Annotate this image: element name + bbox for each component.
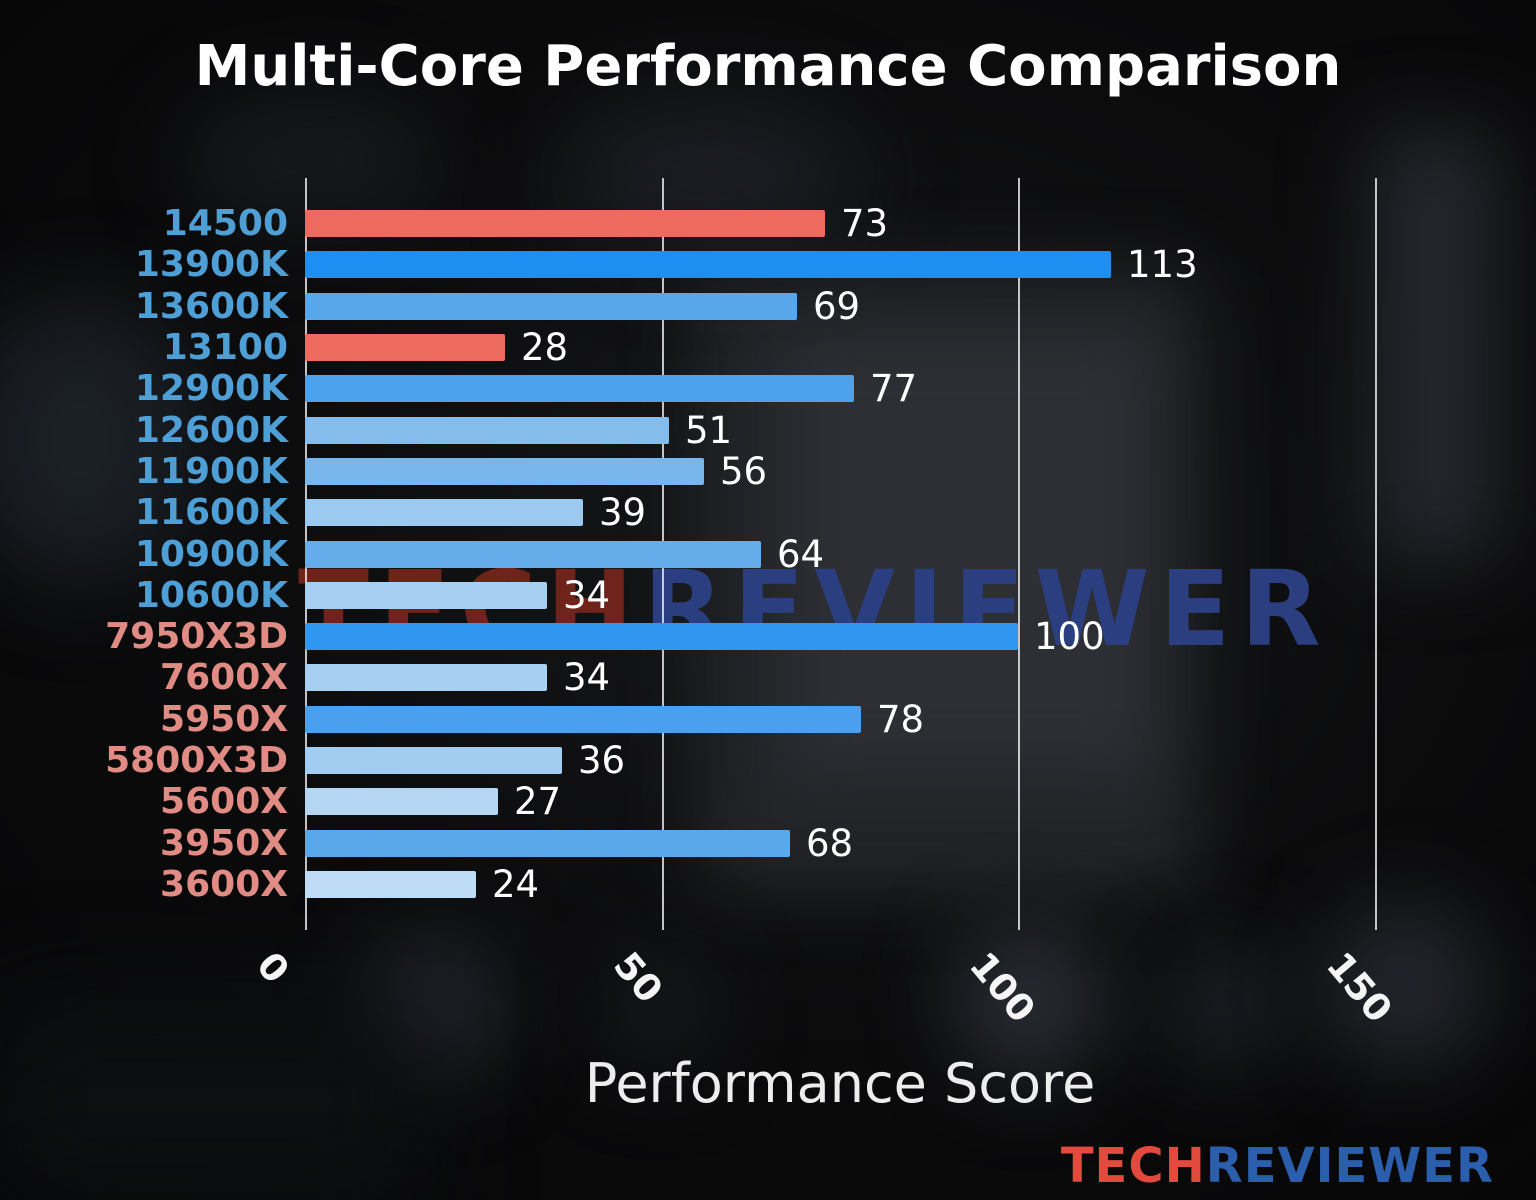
value-label: 24 bbox=[492, 862, 540, 906]
value-label: 39 bbox=[599, 491, 647, 535]
chart-row-11900K: 11900K 56 bbox=[0, 449, 1536, 493]
value-label: 64 bbox=[777, 532, 825, 576]
x-axis-label: Performance Score bbox=[584, 1052, 1096, 1115]
bar-12900K bbox=[305, 375, 854, 403]
chart-row-10900K: 10900K 64 bbox=[0, 532, 1536, 576]
background-blur-shape bbox=[1370, 130, 1500, 560]
bar-10600K bbox=[305, 581, 547, 609]
gridline-150 bbox=[1374, 178, 1377, 930]
brand-logo-reviewer: REVIEWER bbox=[1205, 1138, 1494, 1194]
category-label: 12900K bbox=[134, 368, 288, 410]
category-label: 7950X3D bbox=[105, 616, 288, 658]
background-blur-shape bbox=[0, 300, 200, 580]
background-blur-shape bbox=[1160, 940, 1290, 1070]
chart-row-11600K: 11600K 39 bbox=[0, 491, 1536, 535]
chart-row-7950X3D: 7950X3D 100 bbox=[0, 615, 1536, 659]
value-label: 28 bbox=[521, 326, 569, 370]
value-label: 78 bbox=[877, 697, 925, 741]
bar-3950X bbox=[305, 829, 790, 857]
background-blur-shape bbox=[790, 340, 1150, 770]
bars-layer: 14500 73 13900K 113 13600K 69 13100 28 12900K 77 1… bbox=[0, 202, 1536, 906]
value-label: 51 bbox=[685, 408, 733, 452]
chart-row-7600X: 7600X 34 bbox=[0, 656, 1536, 700]
category-label: 13600K bbox=[134, 285, 288, 327]
value-label: 69 bbox=[813, 284, 861, 328]
value-label: 73 bbox=[841, 202, 889, 246]
value-label: 34 bbox=[563, 573, 611, 617]
chart-row-5950X: 5950X 78 bbox=[0, 697, 1536, 741]
background-blur-shape bbox=[0, 1000, 420, 1200]
chart-title: Multi-Core Performance Comparison bbox=[194, 34, 1342, 99]
x-tick-label: 50 bbox=[604, 944, 671, 1012]
chart-row-13100: 13100 28 bbox=[0, 326, 1536, 370]
category-label: 5600X bbox=[160, 781, 288, 823]
x-tick-label: 0 bbox=[248, 944, 298, 992]
category-label: 10900K bbox=[134, 533, 288, 575]
brand-logo: TECHREVIEWER bbox=[1061, 1138, 1494, 1194]
chart-row-5600X: 5600X 27 bbox=[0, 780, 1536, 824]
bar-7950X3D bbox=[305, 623, 1018, 651]
chart-row-3600X: 3600X 24 bbox=[0, 862, 1536, 906]
bar-13100 bbox=[305, 334, 505, 362]
category-label: 5800X3D bbox=[105, 740, 288, 781]
chart-row-3950X: 3950X 68 bbox=[0, 821, 1536, 865]
brand-logo-tech: TECH bbox=[1060, 1138, 1206, 1194]
bar-13900K bbox=[305, 251, 1111, 279]
category-label: 11600K bbox=[134, 492, 288, 534]
bar-5600X bbox=[305, 788, 498, 816]
value-label: 77 bbox=[870, 367, 918, 411]
gridline-100 bbox=[1018, 178, 1020, 930]
bar-14500 bbox=[305, 210, 825, 238]
bar-11600K bbox=[305, 499, 583, 527]
chart-row-14500: 14500 73 bbox=[0, 202, 1536, 246]
bar-7600X bbox=[305, 664, 547, 692]
chart-row-13900K: 13900K 113 bbox=[0, 243, 1536, 287]
bar-11900K bbox=[305, 457, 704, 485]
bar-13600K bbox=[305, 292, 797, 320]
background-blur-shape bbox=[180, 90, 440, 230]
category-label: 3950X bbox=[160, 822, 288, 864]
category-label: 3600X bbox=[160, 863, 288, 905]
chart-row-12600K: 12600K 51 bbox=[0, 408, 1536, 452]
category-label: 11900K bbox=[134, 450, 288, 492]
background-blur-shape bbox=[950, 920, 1110, 1080]
value-label: 68 bbox=[806, 821, 854, 865]
background-blur-shape bbox=[600, 950, 720, 1070]
category-label: 12600K bbox=[134, 409, 288, 451]
bar-10900K bbox=[305, 540, 761, 568]
background-blur-shape bbox=[1320, 900, 1490, 1070]
bar-5950X bbox=[305, 705, 861, 733]
x-tick-label: 100 bbox=[961, 944, 1044, 1031]
category-label: 7600X bbox=[160, 657, 288, 699]
category-label: 14500 bbox=[162, 203, 288, 245]
x-tick-label: 150 bbox=[1317, 944, 1401, 1031]
chart-row-10600K: 10600K 34 bbox=[0, 573, 1536, 617]
category-label: 13900K bbox=[134, 244, 288, 286]
bar-12600K bbox=[305, 416, 669, 444]
bar-3600X bbox=[305, 870, 476, 898]
category-label: 5950X bbox=[160, 698, 288, 740]
chart-row-13600K: 13600K 69 bbox=[0, 284, 1536, 328]
chart-row-12900K: 12900K 77 bbox=[0, 367, 1536, 411]
value-label: 100 bbox=[1034, 615, 1105, 659]
bar-5800X3D bbox=[305, 747, 562, 774]
value-label: 36 bbox=[578, 739, 626, 783]
value-label: 27 bbox=[514, 780, 562, 824]
category-label: 10600K bbox=[134, 574, 288, 616]
value-label: 113 bbox=[1127, 243, 1198, 287]
chart-row-5800X3D: 5800X3D 36 bbox=[0, 739, 1536, 783]
category-label: 13100 bbox=[162, 327, 288, 369]
value-label: 34 bbox=[563, 656, 611, 700]
value-label: 56 bbox=[720, 449, 768, 493]
